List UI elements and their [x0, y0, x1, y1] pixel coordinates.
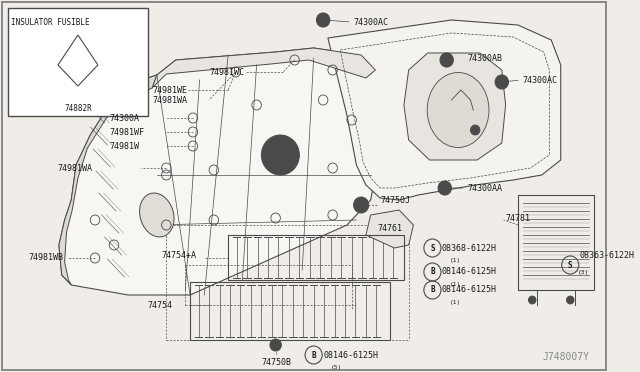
Polygon shape [404, 53, 506, 160]
Text: S: S [568, 260, 573, 269]
Text: 74300AB: 74300AB [468, 54, 502, 62]
Text: 08146-6125H: 08146-6125H [323, 350, 378, 359]
Text: (1): (1) [449, 282, 461, 287]
Circle shape [270, 339, 282, 351]
Circle shape [353, 197, 369, 213]
Text: 74981WC: 74981WC [209, 67, 244, 77]
Text: (3): (3) [578, 270, 589, 275]
Text: 08146-6125H: 08146-6125H [442, 267, 497, 276]
Circle shape [317, 13, 330, 27]
Text: B: B [430, 285, 435, 295]
Circle shape [470, 125, 480, 135]
Polygon shape [366, 210, 413, 248]
Text: 74981WF: 74981WF [109, 128, 144, 137]
Polygon shape [59, 48, 385, 295]
Text: 74754: 74754 [147, 301, 172, 310]
Text: 74781: 74781 [506, 214, 531, 222]
Text: 74981WA: 74981WA [152, 96, 187, 105]
Ellipse shape [428, 73, 489, 148]
Text: 74750J: 74750J [380, 196, 410, 205]
Polygon shape [59, 75, 157, 285]
Text: S: S [430, 244, 435, 253]
Circle shape [495, 75, 508, 89]
Circle shape [444, 57, 449, 63]
FancyBboxPatch shape [2, 2, 606, 370]
Circle shape [440, 53, 453, 67]
Circle shape [320, 17, 326, 23]
Text: 74300AA: 74300AA [468, 183, 502, 192]
Circle shape [499, 79, 505, 85]
Text: 74300A: 74300A [109, 113, 140, 122]
FancyBboxPatch shape [8, 8, 148, 116]
Text: 74750B: 74750B [261, 358, 291, 367]
Polygon shape [152, 48, 376, 88]
Text: (1): (1) [449, 258, 461, 263]
Text: 74882R: 74882R [64, 103, 92, 112]
Text: 74761: 74761 [378, 224, 403, 232]
Text: B: B [430, 267, 435, 276]
Text: (5): (5) [331, 365, 342, 370]
Text: 08368-6122H: 08368-6122H [442, 244, 497, 253]
Text: 74981WE: 74981WE [152, 86, 187, 94]
Circle shape [566, 296, 574, 304]
Circle shape [442, 185, 447, 191]
Circle shape [438, 181, 451, 195]
FancyBboxPatch shape [518, 195, 594, 290]
Text: (1): (1) [449, 300, 461, 305]
Text: 08146-6125H: 08146-6125H [442, 285, 497, 295]
Ellipse shape [140, 193, 174, 237]
Text: 74754+A: 74754+A [161, 251, 196, 260]
Text: 74300AC: 74300AC [523, 76, 557, 84]
Text: 74981WA: 74981WA [57, 164, 92, 173]
Text: 74300AC: 74300AC [353, 17, 388, 26]
Text: 74981WB: 74981WB [29, 253, 63, 263]
Text: B: B [311, 350, 316, 359]
Text: 08363-6122H: 08363-6122H [580, 251, 635, 260]
Circle shape [261, 135, 300, 175]
Circle shape [529, 296, 536, 304]
Text: 74981W: 74981W [109, 141, 140, 151]
Text: J748007Y: J748007Y [542, 352, 589, 362]
Text: INSULATOR FUSIBLE: INSULATOR FUSIBLE [12, 18, 90, 27]
Polygon shape [328, 20, 561, 200]
